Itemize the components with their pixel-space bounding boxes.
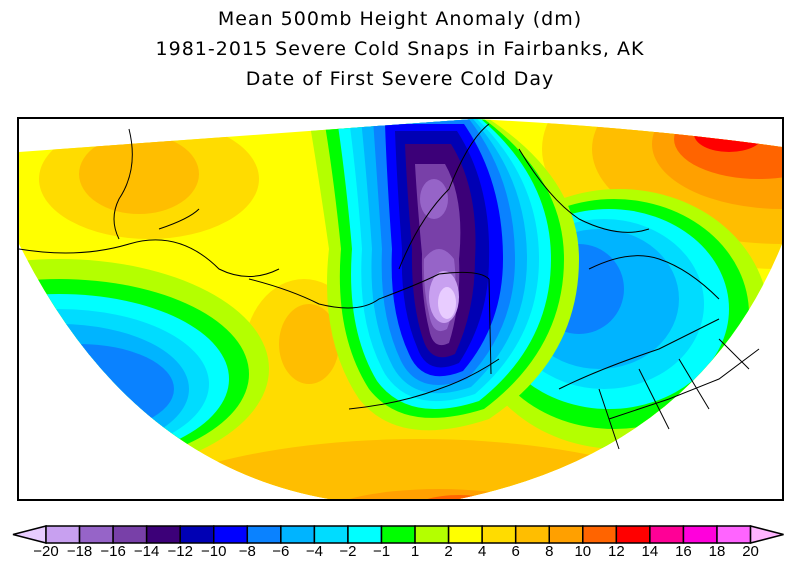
title-line-2: 1981-2015 Severe Cold Snaps in Fairbanks… [155,38,645,60]
colorbar-swatch [380,525,416,544]
colorbar-swatch [615,525,651,544]
colorbar-swatch [347,525,383,544]
colorbar-tick-label: −20 [33,543,59,560]
colorbar-swatch [179,525,215,544]
anomaly-map [17,117,784,501]
colorbar-swatch [548,525,584,544]
colorbar-tick-label: 8 [545,543,554,560]
colorbar-tick-label: 1 [410,543,420,560]
colorbar-swatch [447,525,483,544]
coastlines [19,123,760,450]
colorbar-tick-label: −8 [238,543,256,560]
colorbar [12,525,784,544]
colorbar-swatch [481,525,517,544]
colorbar-swatch [414,525,450,544]
colorbar-right-arrow [749,525,784,544]
colorbar-swatch [313,525,349,544]
colorbar-swatch [213,525,249,544]
colorbar-tick-label: 18 [708,543,726,560]
colorbar-tick-label: 6 [511,543,520,560]
colorbar-swatch [78,525,114,544]
colorbar-swatch [514,525,551,544]
colorbar-tick-label: −4 [305,543,323,560]
title-line-3: Date of First Severe Cold Day [245,68,555,90]
colorbar-swatch [582,525,618,544]
title-line-1: Mean 500mb Height Anomaly (dm) [217,8,583,30]
colorbar-tick-label: −14 [133,543,160,560]
colorbar-tick-label: −12 [167,543,193,560]
colorbar-swatch [649,525,685,544]
colorbar-swatch [45,525,81,544]
colorbar-tick-label: −16 [100,543,126,560]
colorbar-tick-label: 20 [742,543,759,560]
colorbar-swatch [112,525,148,544]
colorbar-tick-label: −1 [372,543,391,560]
colorbar-tick-label: 16 [675,543,692,560]
colorbar-tick-label: −10 [201,543,227,560]
colorbar-swatch [682,525,718,544]
colorbar-swatch [145,525,181,544]
colorbar-tick-label: −18 [66,543,93,560]
contour-field [19,119,782,499]
colorbar-tick-label: 10 [574,543,592,560]
colorbar-swatch [716,525,752,544]
colorbar-tick-label: 2 [444,543,453,560]
colorbar-tick-label: 12 [608,543,625,560]
colorbar-left-arrow [12,525,47,544]
colorbar-tick-label: −2 [339,543,357,560]
colorbar-tick-label: −6 [272,543,290,560]
colorbar-tick-label: 4 [477,543,487,560]
colorbar-tick-label: 14 [641,543,659,560]
colorbar-swatch [246,525,282,544]
colorbar-swatch [280,525,316,544]
